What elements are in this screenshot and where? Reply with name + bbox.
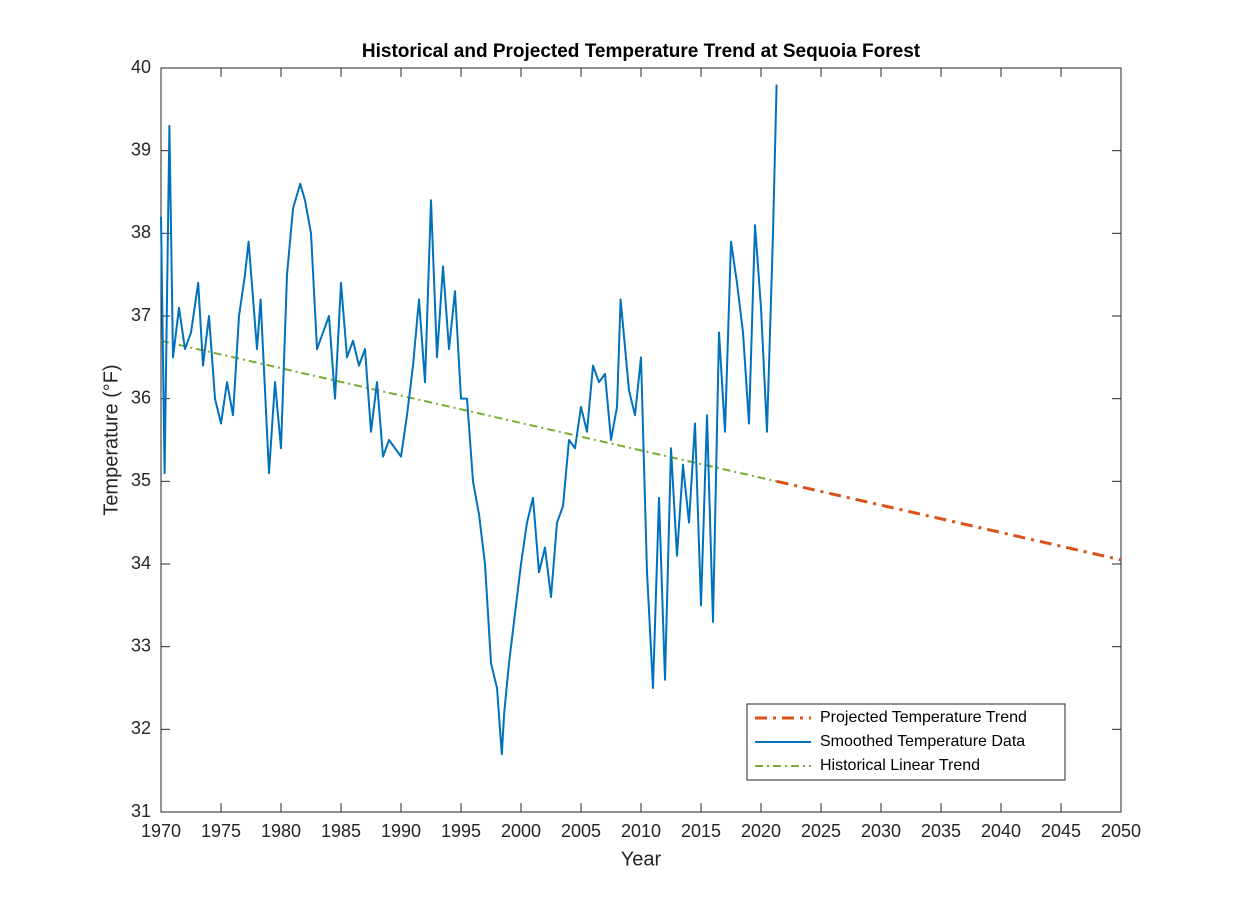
y-tick-label: 40 — [131, 57, 151, 77]
x-tick-label: 2010 — [621, 821, 661, 841]
y-tick-label: 37 — [131, 305, 151, 325]
y-tick-label: 38 — [131, 222, 151, 242]
chart-title: Historical and Projected Temperature Tre… — [362, 41, 921, 62]
x-tick-label: 2030 — [861, 821, 901, 841]
x-tick-label: 2035 — [921, 821, 961, 841]
x-tick-label: 2005 — [561, 821, 601, 841]
y-tick-label: 32 — [131, 718, 151, 738]
legend: Projected Temperature Trend Smoothed Temp… — [746, 703, 1066, 781]
legend-label: Historical Linear Trend — [820, 757, 980, 774]
x-tick-label: 1995 — [441, 821, 481, 841]
y-tick-label: 39 — [131, 139, 151, 159]
y-tick-label: 33 — [131, 635, 151, 655]
x-tick-label: 2025 — [801, 821, 841, 841]
x-tick-label: 2000 — [501, 821, 541, 841]
x-tick-label: 2045 — [1041, 821, 1081, 841]
x-tick-label: 1970 — [141, 821, 181, 841]
x-tick-label: 2040 — [981, 821, 1021, 841]
series-line — [776, 479, 1122, 562]
series-line — [160, 339, 777, 483]
x-tick-label: 1990 — [381, 821, 421, 841]
x-tick-label: 1980 — [261, 821, 301, 841]
y-tick-label: 35 — [131, 470, 151, 490]
x-axis-label: Year — [621, 848, 662, 870]
x-tick-label: 1975 — [201, 821, 241, 841]
x-tick-label: 2050 — [1101, 821, 1141, 841]
y-tick-label: 34 — [131, 553, 151, 573]
y-tick-label: 31 — [131, 801, 151, 821]
y-axis-label: Temperature (°F) — [100, 364, 122, 515]
x-tick-label: 2020 — [741, 821, 781, 841]
x-tick-label: 1985 — [321, 821, 361, 841]
series-line — [160, 84, 778, 756]
x-tick-label: 2015 — [681, 821, 721, 841]
y-tick-label: 36 — [131, 387, 151, 407]
legend-label: Projected Temperature Trend — [820, 709, 1027, 726]
legend-label: Smoothed Temperature Data — [820, 733, 1025, 750]
